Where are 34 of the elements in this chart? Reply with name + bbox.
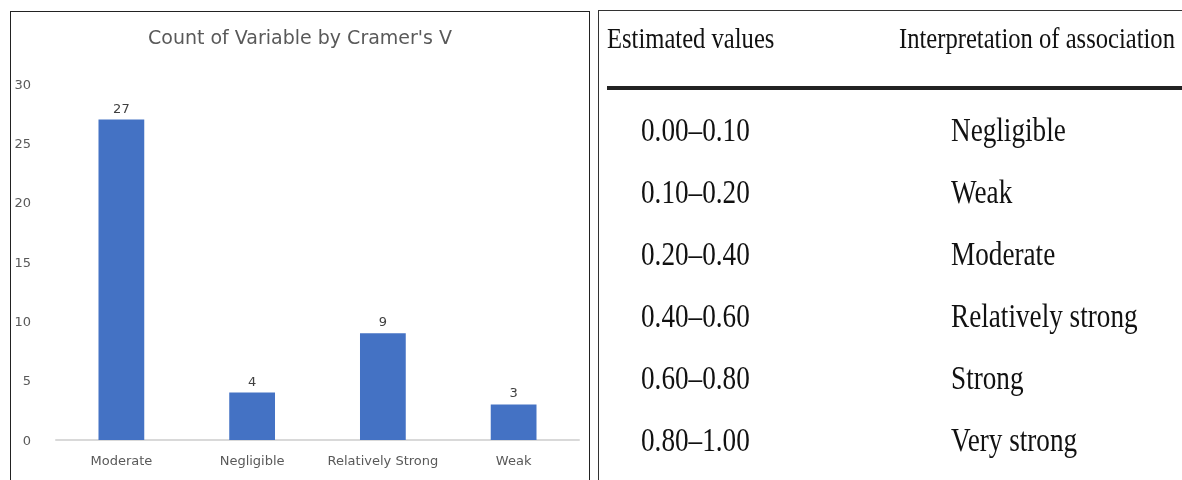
x-tick-label: Negligible: [219, 453, 285, 468]
y-tick-label: 20: [14, 195, 31, 211]
text: 0.00–0.10: [641, 111, 750, 149]
text: Very strong: [951, 421, 1078, 459]
data-label: 9: [378, 314, 388, 330]
text: Interpretation of association: [899, 21, 1175, 55]
text: Moderate: [951, 235, 1056, 273]
data-label: 27: [113, 100, 130, 116]
chart-title: Count of Variable by Cramer's V: [147, 25, 453, 48]
text: Strong: [951, 359, 1024, 397]
y-tick-label: 15: [14, 254, 31, 270]
y-tick-label: 10: [14, 313, 31, 329]
y-tick-label: 30: [14, 76, 31, 92]
y-tick-label: 5: [22, 373, 31, 389]
bar: [490, 404, 537, 440]
text: 0.60–0.80: [641, 359, 750, 397]
data-label: 4: [247, 373, 257, 389]
bar: [98, 119, 145, 440]
text: Estimated values: [607, 21, 775, 55]
x-tick-label: Weak: [495, 453, 532, 468]
bar: [229, 392, 276, 440]
y-tick-label: 25: [14, 135, 31, 151]
y-tick-label: 0: [22, 432, 31, 448]
text: 0.40–0.60: [641, 297, 750, 335]
bar: [359, 333, 406, 440]
data-label: 3: [509, 385, 518, 401]
text: Weak: [951, 173, 1013, 211]
text: Negligible: [951, 111, 1066, 149]
text: 0.20–0.40: [641, 235, 750, 273]
text: 0.80–1.00: [641, 421, 750, 459]
x-tick-label: Moderate: [90, 453, 153, 468]
text: Relatively strong: [951, 297, 1138, 335]
text: 0.10–0.20: [641, 173, 750, 211]
x-tick-label: Relatively Strong: [327, 453, 439, 468]
